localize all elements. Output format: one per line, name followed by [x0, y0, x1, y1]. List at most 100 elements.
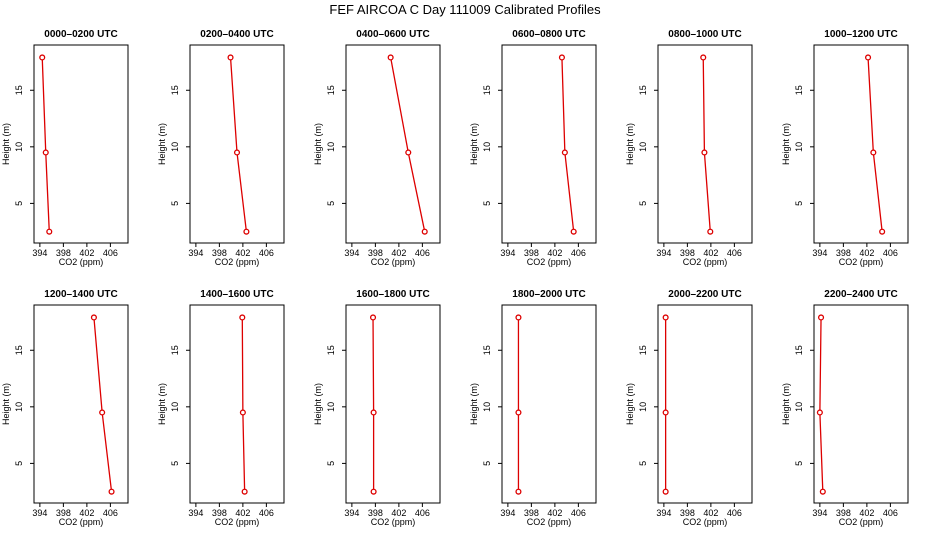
- panel-title: 0800–1000 UTC: [668, 29, 741, 40]
- x-tick-label: 394: [188, 508, 203, 518]
- x-tick-label: 398: [524, 248, 539, 258]
- profile-line: [229, 57, 248, 232]
- y-axis-label: Height (m): [469, 123, 479, 165]
- y-tick-label: 15: [482, 345, 492, 355]
- x-tick-label: 398: [836, 248, 851, 258]
- x-axis-label: CO2 (ppm): [839, 257, 884, 267]
- data-point: [816, 409, 823, 416]
- y-tick-label: 10: [326, 142, 336, 152]
- plot-frame: [345, 304, 441, 504]
- data-point: [369, 314, 377, 321]
- x-tick-label: 394: [32, 248, 47, 258]
- x-axis-label: CO2 (ppm): [215, 517, 260, 527]
- panel-title: 1000–1200 UTC: [824, 29, 897, 40]
- y-axis-label: Height (m): [313, 123, 323, 165]
- y-tick-label: 5: [638, 201, 648, 206]
- data-point: [707, 228, 714, 235]
- x-tick-label: 402: [859, 248, 874, 258]
- profile-line: [93, 317, 113, 492]
- x-tick-label: 402: [79, 508, 94, 518]
- y-axis-label: Height (m): [157, 123, 167, 165]
- x-axis-label: CO2 (ppm): [683, 257, 728, 267]
- x-tick-label: 394: [344, 508, 359, 518]
- x-tick-label: 402: [547, 248, 562, 258]
- y-tick-label: 10: [170, 142, 180, 152]
- y-tick-label: 15: [794, 345, 804, 355]
- y-axis-label: Height (m): [1, 123, 11, 165]
- data-point: [700, 54, 707, 61]
- x-tick-label: 406: [103, 508, 118, 518]
- data-point: [387, 54, 394, 61]
- data-point: [243, 228, 250, 235]
- x-tick-label: 402: [703, 508, 718, 518]
- plot-frame: [33, 304, 129, 504]
- x-tick-label: 394: [656, 248, 671, 258]
- plot-frame: [501, 44, 597, 244]
- x-tick-label: 398: [524, 508, 539, 518]
- x-tick-label: 394: [500, 248, 515, 258]
- x-tick-label: 398: [56, 508, 71, 518]
- y-tick-label: 15: [326, 345, 336, 355]
- panel-title: 2000–2200 UTC: [668, 289, 741, 300]
- x-axis-label: CO2 (ppm): [371, 517, 416, 527]
- data-point: [239, 409, 246, 416]
- x-tick-label: 402: [391, 248, 406, 258]
- data-point: [817, 314, 825, 321]
- x-tick-label: 406: [727, 508, 742, 518]
- x-tick-label: 406: [571, 508, 586, 518]
- y-tick-label: 5: [14, 201, 24, 206]
- y-axis-label: Height (m): [313, 383, 323, 425]
- profile-line: [819, 317, 824, 492]
- x-tick-label: 402: [859, 508, 874, 518]
- panel-title: 1800–2000 UTC: [512, 289, 585, 300]
- x-tick-label: 402: [235, 508, 250, 518]
- x-tick-label: 406: [103, 248, 118, 258]
- x-tick-label: 402: [235, 248, 250, 258]
- y-tick-label: 15: [170, 85, 180, 95]
- plot-frame: [657, 44, 753, 244]
- y-tick-label: 10: [638, 142, 648, 152]
- x-axis-label: CO2 (ppm): [371, 257, 416, 267]
- y-tick-label: 5: [14, 461, 24, 466]
- data-point: [108, 488, 115, 495]
- x-tick-label: 406: [259, 508, 274, 518]
- x-axis-label: CO2 (ppm): [683, 517, 728, 527]
- profile-line: [41, 57, 50, 232]
- x-tick-label: 406: [415, 508, 430, 518]
- y-tick-label: 15: [170, 345, 180, 355]
- data-point: [46, 228, 53, 235]
- data-point: [90, 314, 97, 321]
- data-point: [558, 54, 565, 61]
- x-tick-label: 394: [188, 248, 203, 258]
- plot-frame: [813, 44, 909, 244]
- data-point: [662, 488, 669, 495]
- x-tick-label: 398: [56, 248, 71, 258]
- data-point: [239, 314, 246, 321]
- y-tick-label: 10: [482, 402, 492, 412]
- y-tick-label: 5: [326, 461, 336, 466]
- y-tick-label: 5: [794, 461, 804, 466]
- plot-frame: [813, 304, 909, 504]
- panel-title: 0600–0800 UTC: [512, 29, 585, 40]
- plot-frame: [189, 304, 285, 504]
- x-tick-label: 402: [547, 508, 562, 518]
- profile-line: [241, 317, 246, 492]
- x-tick-label: 394: [500, 508, 515, 518]
- data-point: [701, 149, 708, 156]
- x-tick-label: 398: [368, 248, 383, 258]
- x-axis-label: CO2 (ppm): [839, 517, 884, 527]
- panel-title: 0400–0600 UTC: [356, 29, 429, 40]
- plot-frame: [189, 44, 285, 244]
- data-point: [864, 54, 872, 61]
- x-tick-label: 402: [79, 248, 94, 258]
- plot-frame: [345, 44, 441, 244]
- x-axis-label: CO2 (ppm): [59, 517, 104, 527]
